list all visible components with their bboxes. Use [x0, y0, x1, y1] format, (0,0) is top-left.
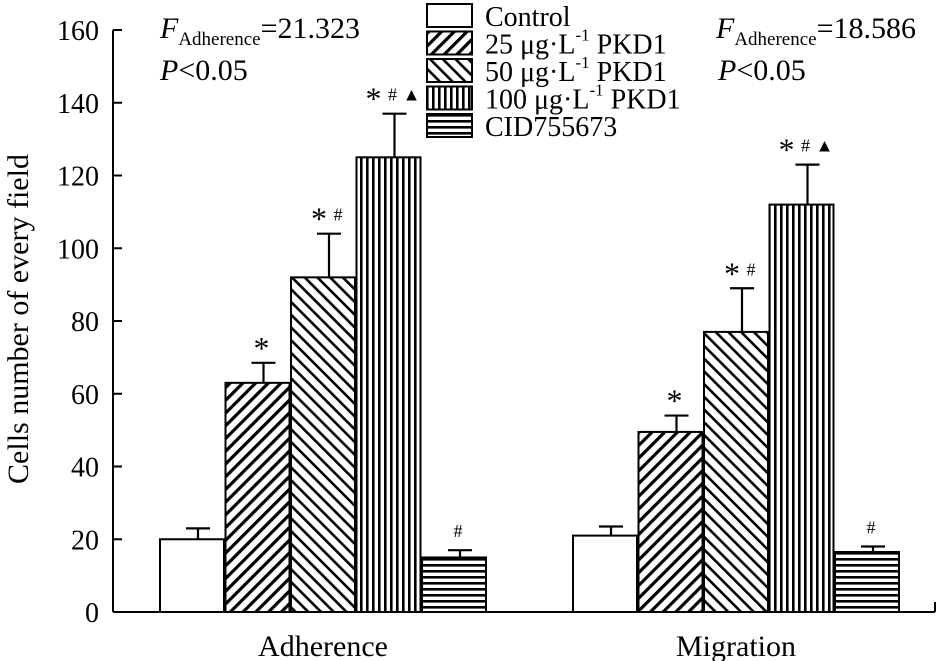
hash-mark: # — [388, 85, 397, 105]
legend-swatch — [426, 113, 473, 138]
y-tick-label: 0 — [85, 598, 99, 629]
bars: ** #* # ▲#Adherence** #* # ▲#Migration — [159, 81, 900, 661]
bar — [290, 276, 356, 613]
category-label: Adherence — [258, 630, 388, 661]
significance-marks: # — [454, 521, 463, 541]
triangle-mark: ▲ — [816, 136, 834, 156]
legend-item: 100 μg·L-1 PKD1 — [426, 81, 681, 116]
legend-unit-exponent: -1 — [575, 53, 589, 72]
y-tick-label: 40 — [71, 453, 99, 484]
significance-marks: # — [867, 518, 876, 538]
legend-label: CID755673 — [485, 112, 617, 143]
significance-marks: * # — [311, 201, 343, 237]
legend-label: 50 μg·L-1 PKD1 — [485, 53, 667, 88]
hash-mark: # — [747, 259, 756, 279]
hash-mark: # — [454, 521, 463, 541]
f-statistic: FAdherence=21.323 — [159, 12, 360, 50]
asterisk-mark: * — [311, 201, 327, 237]
hash-mark: # — [801, 136, 810, 156]
legend-item: 50 μg·L-1 PKD1 — [426, 53, 667, 88]
hash-mark: # — [867, 518, 876, 538]
bar — [421, 556, 487, 613]
legend-item: Control — [426, 2, 571, 33]
bar — [703, 330, 769, 613]
legend-label-suffix: PKD1 — [604, 85, 681, 116]
p-value: P<0.05 — [159, 54, 248, 87]
bar — [224, 381, 291, 613]
asterisk-mark: * — [366, 81, 382, 117]
asterisk-mark: * — [254, 330, 270, 366]
bar — [355, 156, 422, 613]
significance-marks: * — [254, 330, 270, 366]
legend-item: 25 μg·L-1 PKD1 — [426, 26, 667, 61]
stats-annotations: FAdherence=21.323P<0.05FAdherence=18.586… — [159, 12, 916, 87]
bar — [768, 203, 835, 613]
y-tick-label: 100 — [57, 234, 99, 265]
bar — [572, 534, 638, 613]
asterisk-mark: * — [779, 132, 795, 168]
significance-marks: * # — [724, 255, 756, 291]
legend-unit-exponent: -1 — [589, 81, 603, 100]
legend-label: 100 μg·L-1 PKD1 — [485, 81, 681, 116]
f-statistic: FAdherence=18.586 — [715, 12, 916, 50]
p-value: P<0.05 — [717, 54, 806, 87]
bar — [834, 550, 900, 614]
y-tick-label: 120 — [57, 162, 99, 193]
legend-swatch — [426, 30, 473, 56]
legend-label-suffix: PKD1 — [590, 30, 667, 61]
significance-marks: * # ▲ — [779, 132, 834, 168]
triangle-mark: ▲ — [403, 85, 421, 105]
legend-swatch — [426, 58, 473, 83]
y-tick-label: 140 — [57, 89, 99, 120]
y-axis-label: Cells number of every field — [2, 154, 35, 484]
stat-block: FAdherence=18.586 P<0.05 — [715, 12, 916, 87]
y-tick-label: 160 — [57, 16, 99, 47]
legend-swatch — [426, 85, 473, 111]
y-tick-label: 20 — [71, 525, 99, 556]
stat-block: FAdherence=21.323 P<0.05 — [159, 12, 360, 87]
asterisk-mark: * — [667, 383, 683, 419]
significance-marks: * # ▲ — [366, 81, 421, 117]
y-tick-label: 80 — [71, 307, 99, 338]
y-tick-label: 60 — [71, 380, 99, 411]
category-label: Migration — [676, 630, 796, 661]
legend-swatch — [426, 3, 473, 28]
legend-item: CID755673 — [426, 112, 617, 143]
bar — [159, 538, 225, 613]
legend-label-suffix: PKD1 — [590, 57, 667, 88]
legend-unit-exponent: -1 — [575, 26, 589, 45]
hash-mark: # — [334, 205, 343, 225]
significance-marks: * — [667, 383, 683, 419]
bar — [637, 430, 704, 613]
legend-label: Control — [485, 2, 571, 33]
asterisk-mark: * — [724, 255, 740, 291]
